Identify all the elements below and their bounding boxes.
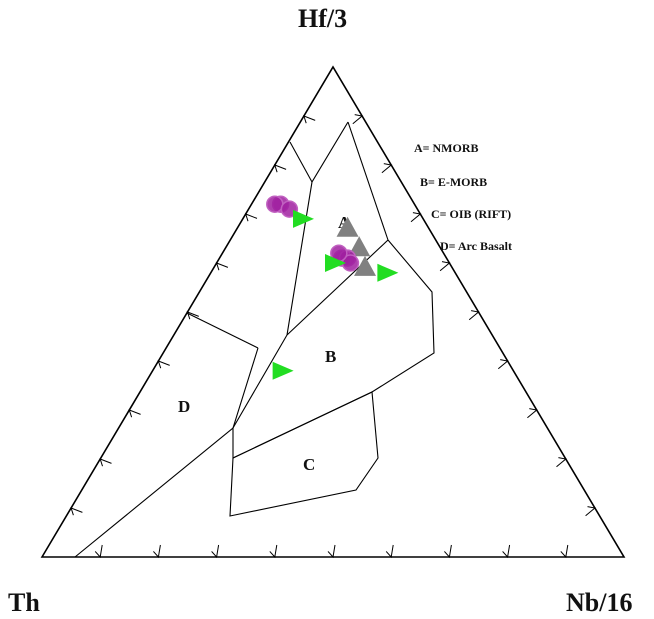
field-boundaries	[74, 121, 435, 558]
axis-tick	[99, 458, 112, 467]
axis-tick	[303, 115, 316, 124]
boundary-a-top-right	[347, 121, 389, 241]
axis-tick	[327, 544, 336, 559]
axis-tick	[269, 544, 278, 559]
triangle-frame	[40, 65, 626, 558]
axis-tick	[527, 408, 538, 419]
green-triangle-marker	[325, 254, 346, 272]
gray-triangle-marker	[354, 255, 377, 276]
axis-tick	[385, 544, 394, 559]
axis-tick	[439, 261, 451, 272]
axis-tick	[444, 544, 452, 559]
legend-entry-c: C= OIB (RIFT)	[431, 207, 512, 221]
axis-tick	[70, 507, 83, 516]
axis-tick	[410, 212, 422, 223]
boundary-d-upper	[289, 141, 313, 183]
gray-triangle-marker	[336, 216, 359, 237]
green-triangle-marker	[272, 361, 294, 380]
region-labels: A B C D	[178, 213, 351, 474]
axis-tick	[94, 544, 103, 559]
axis-tick	[157, 360, 170, 369]
apex-label-left: Th	[8, 588, 40, 617]
region-label-b: B	[325, 347, 336, 366]
legend-entry-a: A= NMORB	[414, 141, 479, 155]
boundary-c	[229, 391, 379, 517]
axis-tick	[186, 311, 199, 320]
boundary-d-middle	[186, 312, 259, 349]
axis-tick	[211, 544, 220, 559]
apex-label-right: Nb/16	[566, 588, 633, 617]
axis-tick	[560, 544, 569, 559]
gray-triangle-marker	[348, 236, 371, 257]
sample-markers	[266, 195, 399, 380]
axis-tick	[556, 457, 567, 468]
green-triangle-marker	[377, 263, 399, 282]
axis-tick	[128, 409, 141, 418]
axis-tick	[468, 310, 480, 321]
axis-tick	[381, 163, 393, 174]
axis-tick	[274, 164, 287, 173]
axis-tick	[497, 359, 509, 370]
legend-entry-b: B= E-MORB	[420, 175, 488, 189]
axis-tick	[352, 114, 364, 125]
boundary-d-lower	[74, 347, 259, 558]
boundary-a-b-lower	[286, 239, 389, 336]
green-triangle-marker	[292, 209, 314, 228]
region-label-d: D	[178, 397, 190, 416]
axis-ticks	[70, 114, 597, 559]
apex-label-top: Hf/3	[298, 4, 348, 33]
circle-marker	[266, 195, 284, 213]
axis-tick	[215, 262, 229, 271]
axis-tick	[502, 544, 511, 559]
region-label-c: C	[303, 455, 315, 474]
axis-tick	[585, 506, 597, 517]
axis-tick	[153, 544, 161, 559]
axis-tick	[244, 213, 258, 222]
legend-entry-d: D= Arc Basalt	[440, 239, 512, 253]
